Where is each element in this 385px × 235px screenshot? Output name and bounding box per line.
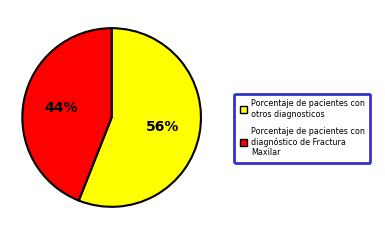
- Text: 44%: 44%: [44, 101, 77, 115]
- Text: 56%: 56%: [146, 120, 179, 134]
- Wedge shape: [79, 28, 201, 207]
- Wedge shape: [22, 28, 112, 200]
- Legend: Porcentaje de pacientes con
otros diagnosticos, Porcentaje de pacientes con
diag: Porcentaje de pacientes con otros diagno…: [234, 94, 370, 163]
